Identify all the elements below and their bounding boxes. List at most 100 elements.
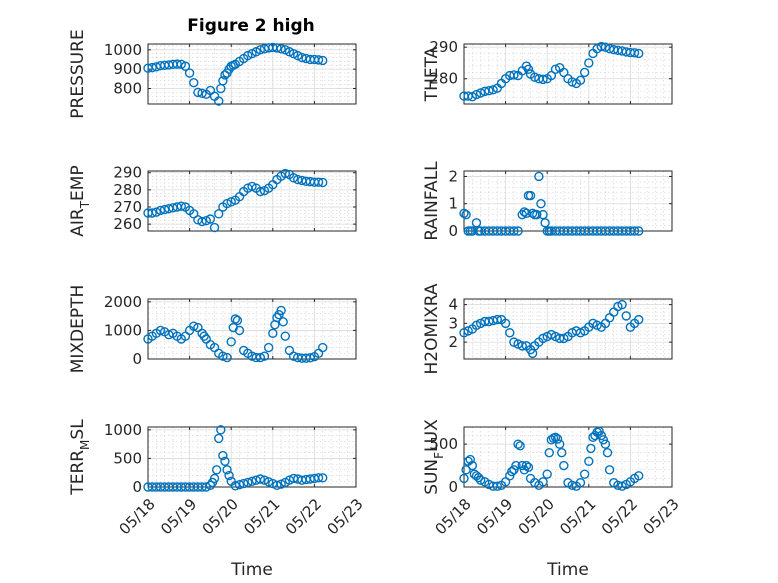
data-point bbox=[211, 465, 222, 475]
data-series bbox=[459, 299, 644, 359]
data-point bbox=[617, 481, 627, 491]
data-point bbox=[621, 311, 631, 321]
data-point bbox=[509, 226, 519, 236]
data-point bbox=[536, 199, 546, 209]
y-axis-label: AIRTEMP bbox=[68, 165, 92, 236]
data-point bbox=[232, 315, 243, 326]
data-point bbox=[189, 78, 199, 88]
data-point bbox=[475, 475, 486, 485]
data-point bbox=[313, 55, 324, 65]
data-point bbox=[318, 342, 328, 353]
data-point bbox=[189, 321, 199, 331]
data-point bbox=[218, 76, 228, 86]
data-point bbox=[461, 465, 471, 475]
subplot-5: 0 1000 2000 MIXDEPTH bbox=[68, 285, 357, 374]
data-point bbox=[205, 480, 216, 490]
axes-frame bbox=[463, 426, 673, 488]
data-point bbox=[222, 352, 232, 363]
data-series bbox=[459, 426, 644, 491]
data-point bbox=[313, 177, 324, 187]
data-point bbox=[475, 88, 486, 98]
data-point bbox=[147, 208, 157, 218]
y-axis-label: THETA bbox=[422, 46, 442, 102]
data-point bbox=[459, 473, 469, 484]
data-point bbox=[584, 456, 594, 466]
data-point bbox=[155, 325, 166, 336]
axes-frame bbox=[463, 298, 673, 360]
data-point bbox=[172, 59, 182, 69]
y-tick-label: 2 bbox=[448, 167, 458, 185]
data-point bbox=[459, 208, 469, 218]
data-point bbox=[276, 479, 286, 489]
y-tick-label: 500 bbox=[113, 449, 142, 467]
data-point bbox=[527, 208, 538, 218]
data-point bbox=[201, 482, 211, 492]
x-tick-label: 05/22 bbox=[598, 495, 641, 538]
y-tick-label: 280 bbox=[429, 70, 458, 88]
y-tick-label: 500 bbox=[429, 435, 458, 453]
data-point bbox=[559, 67, 569, 78]
data-point bbox=[214, 209, 224, 219]
y-axis-label: SUNFLUX bbox=[422, 419, 446, 495]
data-point bbox=[530, 72, 540, 82]
y-tick-label: 1000 bbox=[104, 321, 142, 339]
data-point bbox=[575, 75, 586, 86]
data-point bbox=[234, 480, 245, 490]
x-tick-label: 05/23 bbox=[323, 495, 366, 538]
x-tick-label: 05/23 bbox=[639, 495, 682, 538]
data-point bbox=[147, 62, 157, 73]
data-point bbox=[559, 460, 569, 471]
y-tick-label: 1000 bbox=[104, 421, 142, 439]
data-point bbox=[288, 173, 299, 183]
data-point bbox=[550, 432, 561, 442]
data-series bbox=[143, 42, 328, 106]
data-point bbox=[634, 48, 644, 59]
data-point bbox=[513, 226, 523, 236]
data-point bbox=[176, 201, 186, 211]
data-point bbox=[461, 209, 471, 220]
data-point bbox=[517, 341, 527, 351]
axes-frame bbox=[147, 426, 357, 488]
data-point bbox=[471, 89, 482, 100]
data-point bbox=[517, 209, 527, 220]
data-point bbox=[263, 477, 274, 487]
y-axis-label: TERRMSL bbox=[68, 419, 92, 496]
data-point bbox=[557, 448, 567, 458]
data-point bbox=[492, 314, 502, 325]
y-tick-label: 260 bbox=[113, 215, 142, 233]
x-tick-label: 05/19 bbox=[157, 495, 200, 538]
data-point bbox=[604, 313, 615, 323]
data-point bbox=[602, 448, 613, 458]
data-point bbox=[180, 61, 191, 71]
axes-frame bbox=[463, 170, 673, 232]
x-tick-label: 05/18 bbox=[431, 495, 474, 538]
y-tick-label: 3 bbox=[448, 314, 458, 332]
y-tick-label: 280 bbox=[113, 181, 142, 199]
data-point bbox=[484, 316, 494, 327]
y-axis-label: MIXDEPTH bbox=[68, 285, 88, 374]
data-point bbox=[634, 314, 644, 325]
data-point bbox=[276, 44, 286, 54]
data-point bbox=[546, 70, 557, 81]
axes-frame bbox=[147, 170, 357, 232]
data-point bbox=[550, 64, 561, 74]
y-tick-label: 2000 bbox=[104, 293, 142, 311]
data-point bbox=[313, 473, 324, 483]
x-tick-label: 05/21 bbox=[240, 495, 283, 538]
y-axis-label: PRESSURE bbox=[68, 29, 88, 118]
data-point bbox=[596, 41, 606, 52]
data-point bbox=[297, 52, 307, 63]
data-point bbox=[209, 222, 220, 233]
data-point bbox=[216, 425, 226, 435]
data-point bbox=[226, 337, 236, 347]
data-point bbox=[259, 351, 270, 361]
data-point bbox=[259, 475, 270, 485]
data-point bbox=[272, 43, 282, 53]
data-point bbox=[272, 480, 282, 490]
data-point bbox=[538, 74, 548, 85]
data-point bbox=[214, 96, 224, 106]
data-series bbox=[143, 425, 328, 492]
